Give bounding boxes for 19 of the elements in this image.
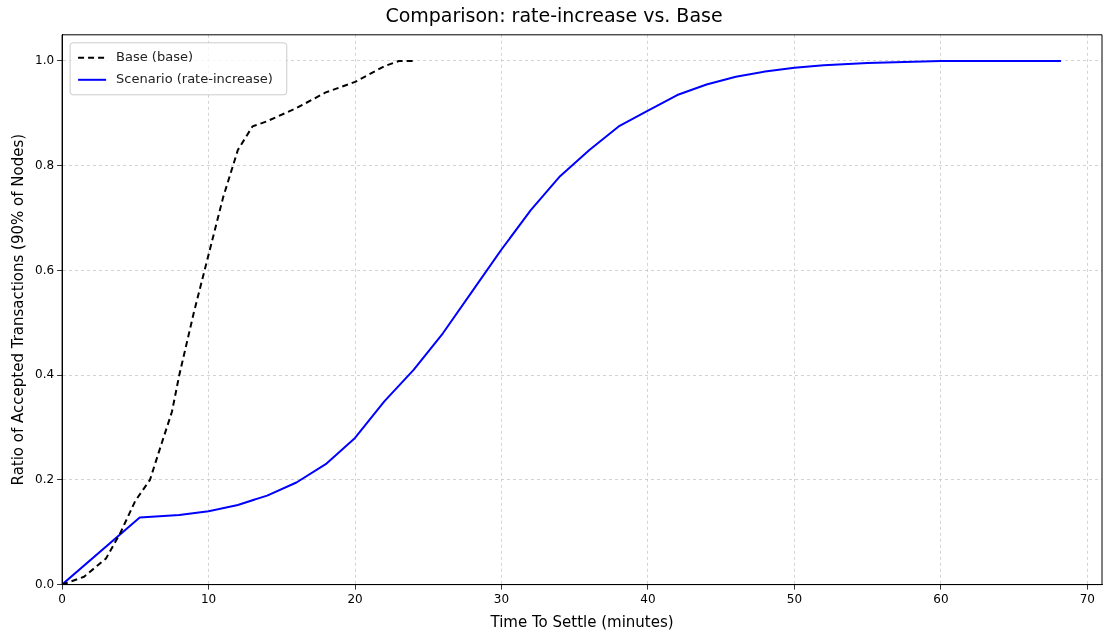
legend-label: Scenario (rate-increase) <box>116 71 273 87</box>
x-tick-label: 30 <box>493 591 510 606</box>
y-tick-label: 0.0 <box>34 576 55 591</box>
x-tick-label: 50 <box>786 591 803 606</box>
legend-label: Base (base) <box>116 49 194 65</box>
y-tick-label: 1.0 <box>34 53 55 68</box>
y-axis-title: Ratio of Accepted Transactions (90% of Nodes) <box>8 133 27 486</box>
y-tick-label: 0.6 <box>34 262 55 277</box>
x-tick-label: 0 <box>58 591 66 606</box>
x-tick-label: 10 <box>200 591 217 606</box>
x-tick-label: 40 <box>640 591 656 606</box>
x-tick-label: 20 <box>347 591 363 606</box>
chart-title: Comparison: rate-increase vs. Base <box>385 4 723 27</box>
y-tick-label: 0.2 <box>34 472 55 486</box>
x-tick-label: 70 <box>1079 591 1095 606</box>
x-axis-title: Time To Settle (minutes) <box>489 612 674 631</box>
x-tick-label: 60 <box>933 591 949 606</box>
y-tick-label: 0.8 <box>34 157 55 172</box>
y-tick-label: 0.4 <box>34 367 55 382</box>
